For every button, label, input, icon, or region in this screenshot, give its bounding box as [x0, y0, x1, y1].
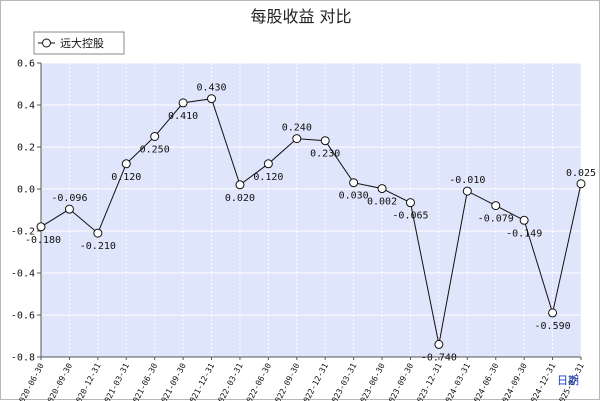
plot-area [41, 63, 581, 357]
data-label: -0.010 [449, 175, 485, 186]
x-tick-label: 2020-06-30 [15, 362, 46, 401]
data-label: 0.120 [253, 172, 283, 183]
data-label: 0.002 [367, 197, 397, 208]
data-label: -0.149 [506, 228, 542, 239]
data-point [150, 132, 160, 141]
data-label: -0.210 [80, 241, 116, 252]
legend-series-name: 远大控股 [60, 36, 104, 50]
series-markers [36, 94, 586, 349]
x-tick-label: 2022-09-30 [271, 362, 302, 401]
x-tick-label: 2024-12-31 [527, 362, 558, 401]
data-label: -0.180 [25, 235, 61, 246]
data-point [178, 98, 188, 108]
data-point [548, 308, 558, 318]
x-tick-label: 2021-12-31 [186, 362, 217, 401]
data-point [576, 179, 586, 189]
x-tick-label: 2023-03-31 [328, 362, 359, 401]
data-label: -0.096 [51, 193, 87, 204]
data-point [320, 136, 330, 146]
data-point [377, 184, 387, 194]
data-point [462, 186, 472, 196]
data-label: 0.430 [196, 83, 226, 94]
data-label: 0.230 [310, 149, 340, 160]
data-label: -0.590 [535, 321, 571, 332]
data-label: -0.740 [421, 352, 457, 363]
data-point [121, 159, 131, 169]
data-label: 0.240 [282, 123, 312, 134]
y-tick-label: 0.2 [17, 143, 35, 154]
data-point [64, 204, 74, 214]
data-label: 0.410 [168, 111, 198, 122]
x-tick-label: 2024-06-30 [470, 362, 501, 401]
data-point [491, 201, 501, 211]
y-tick-label: 0.6 [17, 59, 35, 70]
chart-title: 每股收益 对比 [250, 7, 351, 26]
data-label: -0.065 [392, 211, 428, 222]
data-point [434, 339, 444, 349]
x-axis-label: 日期 [557, 374, 579, 387]
x-tick-labels: 2020-06-302020-09-302020-12-312021-03-31… [15, 362, 586, 401]
data-label: -0.079 [478, 214, 514, 225]
data-point [207, 94, 217, 104]
data-point [349, 178, 359, 188]
y-tick-labels: 0.6 0.4 0.2 0.0 -0.2 -0.4 -0.6 -0.8 [11, 59, 35, 364]
legend-box [33, 31, 125, 55]
x-tick-label: 2020-09-30 [44, 362, 75, 401]
x-tick-label: 2023-12-31 [413, 362, 444, 401]
data-point [292, 134, 302, 144]
data-point [263, 159, 273, 169]
y-tick-label: 0.4 [17, 101, 35, 112]
data-point [93, 228, 103, 238]
x-tick-label: 2024-03-31 [442, 362, 473, 401]
data-label: 0.020 [225, 193, 255, 204]
data-label: 0.025 [566, 168, 596, 179]
y-tick-label: -0.2 [11, 227, 35, 238]
x-tick-label: 2023-09-30 [385, 362, 416, 401]
x-tick-label: 2023-06-30 [356, 362, 387, 401]
axes [37, 62, 582, 360]
y-tick-label: -0.4 [11, 269, 35, 280]
x-tick-label: 2022-06-30 [243, 362, 274, 401]
x-tick-label: 2021-09-30 [157, 362, 188, 401]
x-tick-label: 2022-12-31 [299, 362, 330, 401]
data-label: 0.120 [111, 172, 141, 183]
x-tick-label: 2024-09-30 [498, 362, 529, 401]
x-tick-label: 2021-03-31 [100, 362, 131, 401]
data-label: 0.030 [339, 191, 369, 202]
series-polyline [40, 98, 582, 345]
data-point [36, 222, 46, 232]
x-tick-label: 2021-06-30 [129, 362, 160, 401]
legend-marker-icon [42, 38, 51, 48]
y-tick-label: 0.0 [17, 185, 35, 196]
data-point [405, 198, 415, 208]
data-point [235, 180, 245, 190]
x-tick-label: 2020-12-31 [72, 362, 103, 401]
x-tick-label: 2022-03-31 [214, 362, 245, 401]
y-tick-label: -0.8 [11, 353, 35, 364]
series-line [40, 98, 582, 345]
data-label: 0.250 [140, 145, 170, 156]
data-point [519, 215, 529, 225]
grid-lines [40, 62, 582, 358]
y-tick-label: -0.6 [11, 311, 35, 322]
data-labels: -0.180 -0.096 -0.210 0.120 0.250 0.410 0.430 0.… [25, 83, 596, 364]
legend: 远大控股 [33, 31, 125, 55]
